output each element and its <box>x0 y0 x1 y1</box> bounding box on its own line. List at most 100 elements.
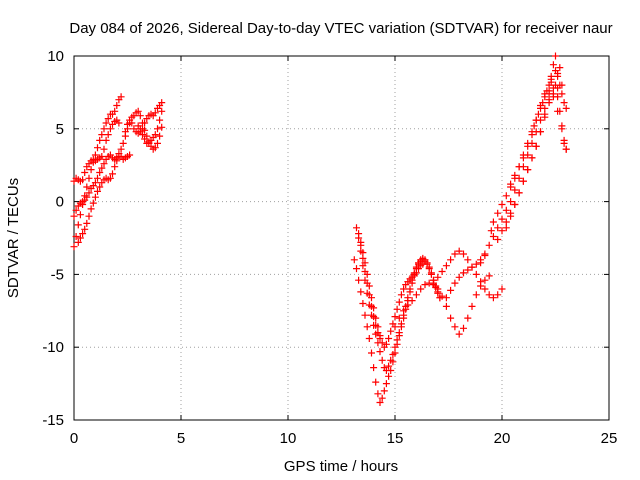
data-point <box>434 285 442 293</box>
x-tick-label: 10 <box>280 430 297 447</box>
data-point <box>498 215 506 223</box>
data-point <box>87 205 95 213</box>
data-point <box>391 313 399 321</box>
data-point <box>370 313 378 321</box>
data-point <box>528 154 536 162</box>
data-point <box>395 298 403 306</box>
data-point <box>477 278 485 286</box>
data-point <box>359 262 367 270</box>
data-point <box>438 292 446 300</box>
data-point <box>395 314 403 322</box>
x-tick-label: 25 <box>601 430 618 447</box>
data-point <box>357 288 365 296</box>
data-point <box>481 276 489 284</box>
data-point <box>91 193 99 201</box>
data-point <box>151 144 159 152</box>
data-point <box>485 291 493 299</box>
data-point <box>158 123 166 131</box>
data-point <box>455 273 463 281</box>
data-point <box>124 120 131 128</box>
data-point <box>154 139 161 147</box>
data-point <box>359 300 367 307</box>
data-point <box>477 259 485 267</box>
data-point <box>404 301 412 309</box>
data-point <box>70 212 78 220</box>
data-point <box>524 166 532 174</box>
data-point <box>460 324 467 332</box>
data-point <box>472 270 480 278</box>
data-point <box>361 311 369 319</box>
data-point <box>89 199 97 207</box>
data-point <box>385 372 393 380</box>
y-tick-label: 0 <box>56 194 64 211</box>
data-point <box>91 179 99 187</box>
data-point <box>117 145 125 153</box>
data-point <box>397 320 405 328</box>
data-point <box>425 263 433 271</box>
data-point <box>393 305 401 313</box>
data-point <box>81 169 89 176</box>
data-point <box>85 174 93 182</box>
data-point <box>408 297 416 305</box>
data-point <box>560 139 568 147</box>
data-point <box>368 302 375 310</box>
data-point <box>100 160 108 168</box>
data-point <box>460 250 467 258</box>
data-point <box>464 256 472 264</box>
y-tick-labels: -15 -10 -5 0 5 10 <box>42 48 64 429</box>
data-point <box>98 131 106 139</box>
data-point <box>558 90 566 98</box>
data-point <box>382 340 390 348</box>
data-point <box>494 291 502 299</box>
data-point <box>94 187 101 195</box>
data-point <box>442 302 450 310</box>
data-point <box>498 201 506 208</box>
data-point <box>545 87 553 95</box>
data-point <box>374 390 382 398</box>
data-point <box>430 279 437 287</box>
grid-lines <box>74 56 609 420</box>
data-point <box>524 151 532 159</box>
data-point <box>552 52 559 60</box>
data-point <box>447 286 455 294</box>
data-point <box>472 260 480 268</box>
data-point <box>363 279 371 287</box>
data-point <box>549 61 557 69</box>
data-point <box>106 125 114 133</box>
data-point <box>76 211 84 219</box>
data-point <box>378 394 386 402</box>
data-point <box>87 166 95 174</box>
data-point <box>404 294 412 302</box>
data-point <box>387 356 395 364</box>
data-point <box>464 314 472 322</box>
data-point <box>158 99 166 107</box>
data-point <box>530 122 538 130</box>
data-point <box>83 219 91 227</box>
data-point <box>552 81 559 89</box>
data-point <box>502 192 510 200</box>
data-point <box>451 323 459 331</box>
data-point <box>376 348 384 356</box>
data-point <box>494 224 502 232</box>
data-point <box>83 193 91 201</box>
data-point <box>485 272 493 280</box>
x-tick-label: 20 <box>494 430 511 447</box>
data-point <box>94 144 101 152</box>
data-point <box>554 70 562 77</box>
data-point <box>126 151 134 159</box>
data-point <box>363 323 371 331</box>
data-point <box>102 136 110 144</box>
data-point <box>468 263 476 271</box>
data-point <box>528 139 536 147</box>
data-point <box>72 233 80 240</box>
data-point <box>560 99 568 107</box>
x-axis-label: GPS time / hours <box>284 458 398 475</box>
data-point <box>451 279 459 287</box>
data-point <box>487 227 495 235</box>
data-point <box>391 343 399 351</box>
y-tick-label: -15 <box>42 412 64 429</box>
data-point <box>378 356 386 364</box>
data-point <box>136 112 144 120</box>
data-point <box>502 224 510 232</box>
data-point <box>558 81 566 89</box>
